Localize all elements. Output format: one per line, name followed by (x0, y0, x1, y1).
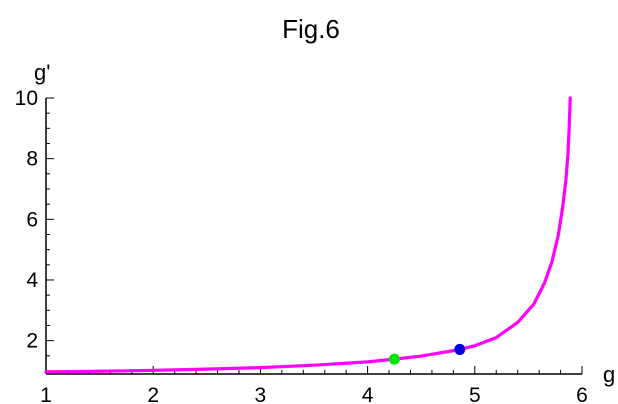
x-tick-label: 4 (362, 384, 374, 404)
series-line (44, 96, 572, 374)
x-axis-label: g (603, 362, 615, 387)
points (388, 343, 466, 365)
y-tick-label: 2 (26, 330, 38, 353)
y-tick-label: 8 (26, 148, 38, 171)
x-tick-label: 6 (576, 384, 588, 404)
chart-title: Fig.6 (282, 14, 340, 44)
data-point (454, 343, 466, 355)
x-tick-label: 3 (255, 384, 267, 404)
x-tick-label: 2 (147, 384, 159, 404)
tick-labels: 1 2 3 4 5 6 2 4 6 8 10 (15, 87, 588, 404)
y-axis-label: g' (34, 60, 50, 85)
ticks (45, 97, 583, 374)
data-point (388, 353, 400, 365)
x-tick-label: 5 (469, 384, 481, 404)
y-tick-label: 10 (15, 87, 38, 110)
y-tick-label: 4 (26, 269, 38, 292)
x-tick-label: 1 (40, 384, 52, 404)
y-tick-label: 6 (26, 208, 38, 231)
